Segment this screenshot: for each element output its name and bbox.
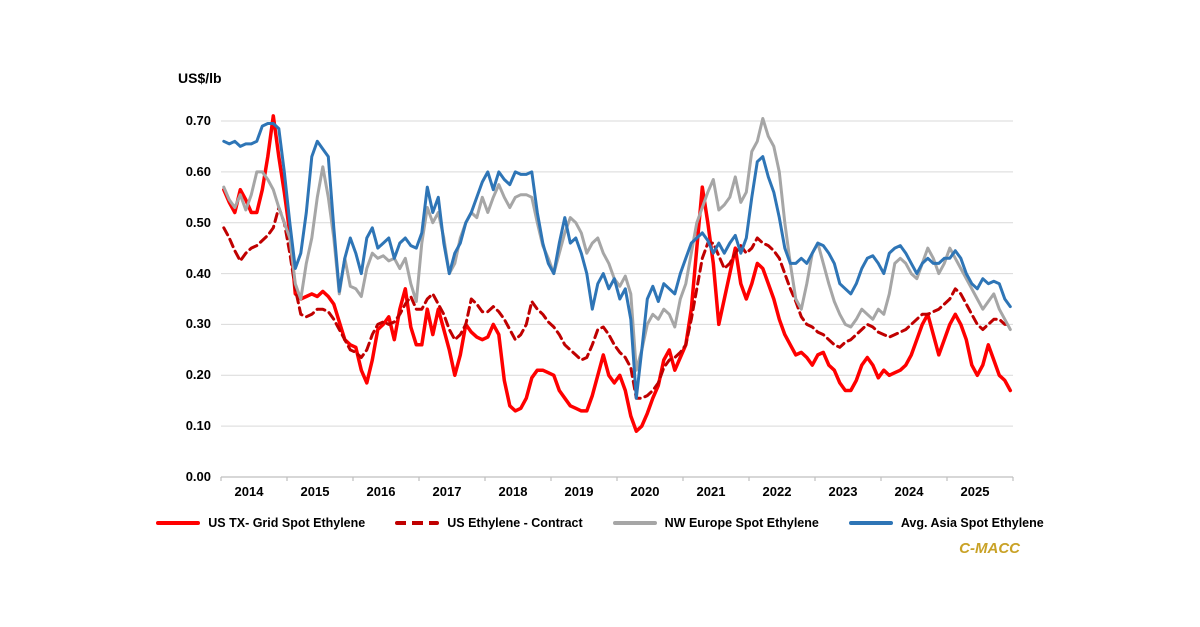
x-tick-label: 2022 [762, 484, 792, 499]
y-tick-label: 0.60 [185, 163, 211, 179]
series-line-us-contract [222, 206, 1012, 400]
series-line-us-tx-grid-spot [222, 114, 1013, 433]
legend-item-us-contract: US Ethylene - Contract [395, 516, 583, 530]
y-tick-label: 0.00 [185, 469, 211, 484]
chart-legend: US TX- Grid Spot Ethylene US Ethylene - C… [0, 513, 1200, 533]
series-line-asia-spot [222, 122, 1012, 400]
y-tick-label: 0.30 [185, 316, 211, 332]
y-tick-label: 0.20 [185, 367, 211, 383]
legend-item-asia-spot: Avg. Asia Spot Ethylene [848, 516, 1044, 530]
x-tick-label: 2016 [366, 484, 396, 499]
x-tick-label: 2021 [696, 484, 726, 499]
x-tick-label: 2023 [828, 484, 858, 499]
x-tick-label: 2025 [960, 484, 990, 499]
legend-swatch-asia-spot [848, 521, 893, 525]
x-tick-label: 2019 [564, 484, 594, 499]
legend-label: US TX- Grid Spot Ethylene [208, 516, 366, 530]
x-tick-label: 2017 [432, 484, 462, 499]
legend-swatch-us-contract [395, 521, 440, 525]
x-tick-label: 2020 [630, 484, 660, 499]
x-tick-label: 2015 [300, 484, 330, 499]
watermark-cmacc: C-MACC [959, 540, 1020, 557]
legend-item-us-tx-grid-spot: US TX- Grid Spot Ethylene [156, 516, 365, 530]
series-line-nw-europe-spot [222, 117, 1012, 372]
legend-swatch-nw-europe-spot [612, 521, 657, 525]
x-tick-label: 2018 [498, 484, 528, 499]
y-tick-label: 0.10 [185, 418, 211, 434]
y-tick-label: 0.50 [185, 214, 211, 230]
legend-item-nw-europe-spot: NW Europe Spot Ethylene [612, 516, 819, 530]
x-tick-label: 2024 [894, 484, 924, 499]
y-tick-label: 0.70 [185, 113, 211, 128]
legend-label: US Ethylene - Contract [447, 516, 583, 530]
x-tick-label: 2014 [234, 484, 264, 499]
legend-swatch-us-tx-grid-spot [156, 521, 201, 525]
legend-label: NW Europe Spot Ethylene [664, 516, 819, 530]
y-tick-label: 0.40 [185, 265, 211, 281]
legend-label: Avg. Asia Spot Ethylene [900, 516, 1044, 530]
y-axis-title: US$/lb [178, 70, 222, 86]
